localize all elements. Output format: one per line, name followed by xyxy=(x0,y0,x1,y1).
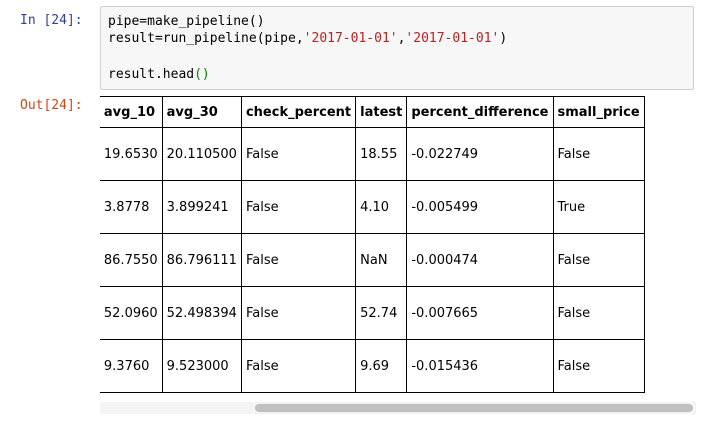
code-line-3: result.head() xyxy=(108,67,210,83)
code-cell[interactable]: pipe=make_pipeline() result=run_pipeline… xyxy=(100,6,694,90)
column-header: small_price xyxy=(552,96,645,128)
column-header: avg_10 xyxy=(100,96,163,128)
column-header: latest xyxy=(355,96,408,128)
table-row: 52.0960 52.498394 False 52.74 -0.007665 … xyxy=(100,286,645,340)
table-cell: 9.69 xyxy=(355,339,408,393)
table-cell: False xyxy=(552,286,645,340)
column-header: percent_difference xyxy=(406,96,554,128)
code-text: result=run_pipeline(pipe, xyxy=(108,31,304,46)
table-row: 19.6530 20.110500 False 18.55 -0.022749 … xyxy=(100,127,645,181)
horizontal-scrollbar[interactable] xyxy=(100,402,696,414)
code-text: result.head xyxy=(108,67,195,82)
table-cell: -0.007665 xyxy=(406,286,554,340)
table-cell: 86.7550 xyxy=(100,233,163,287)
column-header: check_percent xyxy=(240,96,357,128)
table-cell: NaN xyxy=(355,233,408,287)
code-text: ) xyxy=(499,31,508,46)
table-cell: 3.899241 xyxy=(161,180,242,234)
table-row: 3.8778 3.899241 False 4.10 -0.005499 Tru… xyxy=(100,180,645,234)
code-line-1: pipe=make_pipeline() xyxy=(108,14,265,29)
dataframe-table: avg_10 avg_30 check_percent latest perce… xyxy=(100,96,645,393)
table-cell: 9.523000 xyxy=(161,339,242,393)
parentheses: () xyxy=(194,67,210,82)
output-area: avg_10 avg_30 check_percent latest perce… xyxy=(100,96,696,400)
scrollbar-thumb[interactable] xyxy=(255,404,693,412)
table-cell: False xyxy=(552,127,645,181)
table-cell: 18.55 xyxy=(355,127,408,181)
table-header-row: avg_10 avg_30 check_percent latest perce… xyxy=(100,96,645,128)
table-row: 9.3760 9.523000 False 9.69 -0.015436 Fal… xyxy=(100,339,645,393)
table-cell: True xyxy=(552,180,645,234)
table-cell: False xyxy=(240,180,357,234)
table-cell: -0.015436 xyxy=(406,339,554,393)
code-line-2: result=run_pipeline(pipe,'2017-01-01','2… xyxy=(108,31,507,47)
table-cell: False xyxy=(240,233,357,287)
output-prompt: Out[24]: xyxy=(20,98,83,113)
table-cell: 20.110500 xyxy=(161,127,242,181)
table-cell: -0.000474 xyxy=(406,233,554,287)
table-row: ]) 86.7550 86.796111 False NaN -0.000474… xyxy=(100,233,645,287)
table-cell: 3.8778 xyxy=(100,180,163,234)
table-cell: 52.0960 xyxy=(100,286,163,340)
table-cell: 4.10 xyxy=(355,180,408,234)
table-cell: -0.022749 xyxy=(406,127,554,181)
table-cell: False xyxy=(552,339,645,393)
table-cell: False xyxy=(552,233,645,287)
table-cell: 86.796111 xyxy=(161,233,242,287)
table-cell: False xyxy=(240,339,357,393)
table-cell: -0.005499 xyxy=(406,180,554,234)
table-cell: 19.6530 xyxy=(100,127,163,181)
column-header: avg_30 xyxy=(161,96,242,128)
table-cell: 52.74 xyxy=(355,286,408,340)
code-text: , xyxy=(397,31,406,46)
table-cell: False xyxy=(240,127,357,181)
input-prompt: In [24]: xyxy=(20,13,83,28)
string-literal: '2017-01-01' xyxy=(303,31,398,46)
string-literal: '2017-01-01' xyxy=(405,31,500,46)
table-cell: 9.3760 xyxy=(100,339,163,393)
table-cell: False xyxy=(240,286,357,340)
table-cell: 52.498394 xyxy=(161,286,242,340)
